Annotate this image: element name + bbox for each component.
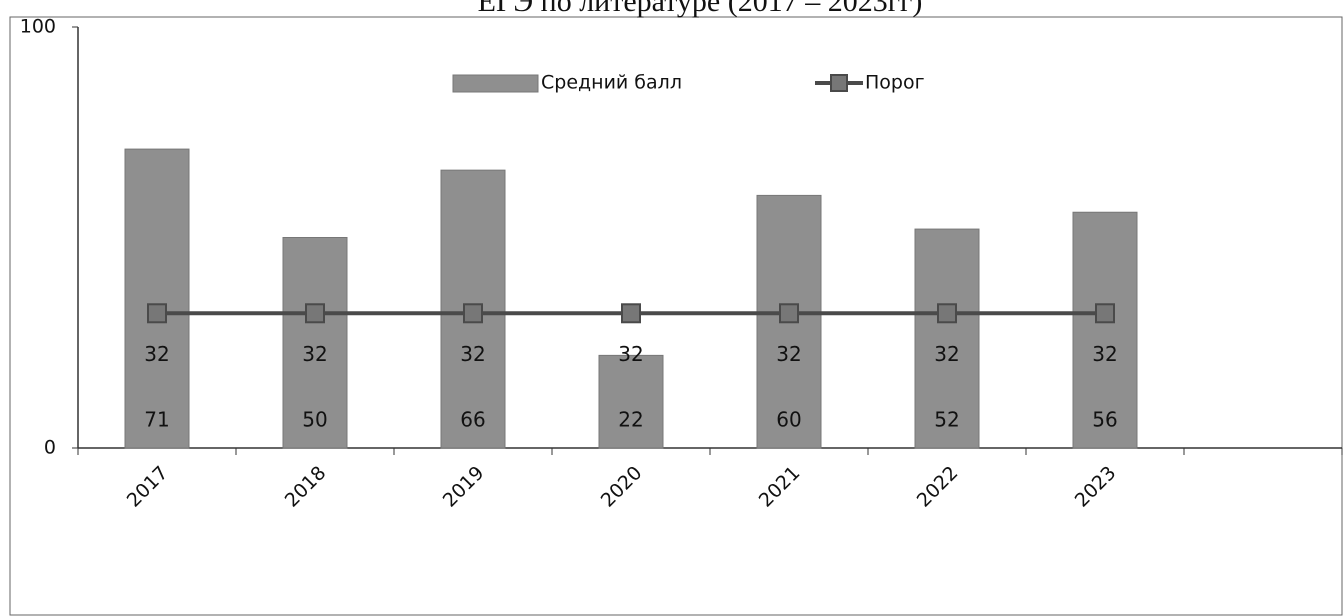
x-tick-label: 2018	[281, 462, 331, 512]
bar	[598, 354, 664, 449]
legend-label: Средний балл	[541, 72, 682, 94]
data-label: 32	[1092, 342, 1117, 366]
data-label: 66	[460, 408, 485, 432]
data-label: 50	[302, 408, 327, 432]
x-tick-label: 2020	[597, 462, 647, 512]
line-marker	[779, 303, 799, 324]
bar	[124, 148, 190, 449]
line-marker	[937, 303, 957, 324]
legend-label: Порог	[865, 72, 925, 94]
line-marker	[147, 303, 167, 324]
line-marker	[463, 303, 483, 324]
legend-swatch	[452, 74, 539, 93]
data-label: 32	[776, 342, 801, 366]
data-label: 32	[618, 342, 643, 366]
x-tick-label: 2017	[123, 462, 173, 512]
chart-frame	[9, 16, 1343, 616]
data-label: 32	[460, 342, 485, 366]
bar	[914, 228, 980, 449]
data-label: 56	[1092, 408, 1117, 432]
data-label: 52	[934, 408, 959, 432]
data-label: 32	[144, 342, 169, 366]
data-label: 60	[776, 408, 801, 432]
x-tick-label: 2021	[755, 462, 805, 512]
bar	[1072, 211, 1138, 449]
data-label: 22	[618, 408, 643, 432]
x-tick-label: 2022	[913, 462, 963, 512]
chart-title: ЕГЭ по литературе (2017 – 2023гг)	[478, 0, 923, 18]
x-tick-label: 2019	[439, 462, 489, 512]
legend-marker	[830, 74, 848, 92]
line-marker	[621, 303, 641, 324]
y-tick-label: 0	[44, 437, 56, 459]
bar	[282, 237, 348, 449]
y-tick-label: 100	[20, 16, 56, 38]
line-marker	[1095, 303, 1115, 324]
data-label: 71	[144, 408, 169, 432]
data-label: 32	[934, 342, 959, 366]
line-marker	[305, 303, 325, 324]
x-tick-label: 2023	[1071, 462, 1121, 512]
data-label: 32	[302, 342, 327, 366]
